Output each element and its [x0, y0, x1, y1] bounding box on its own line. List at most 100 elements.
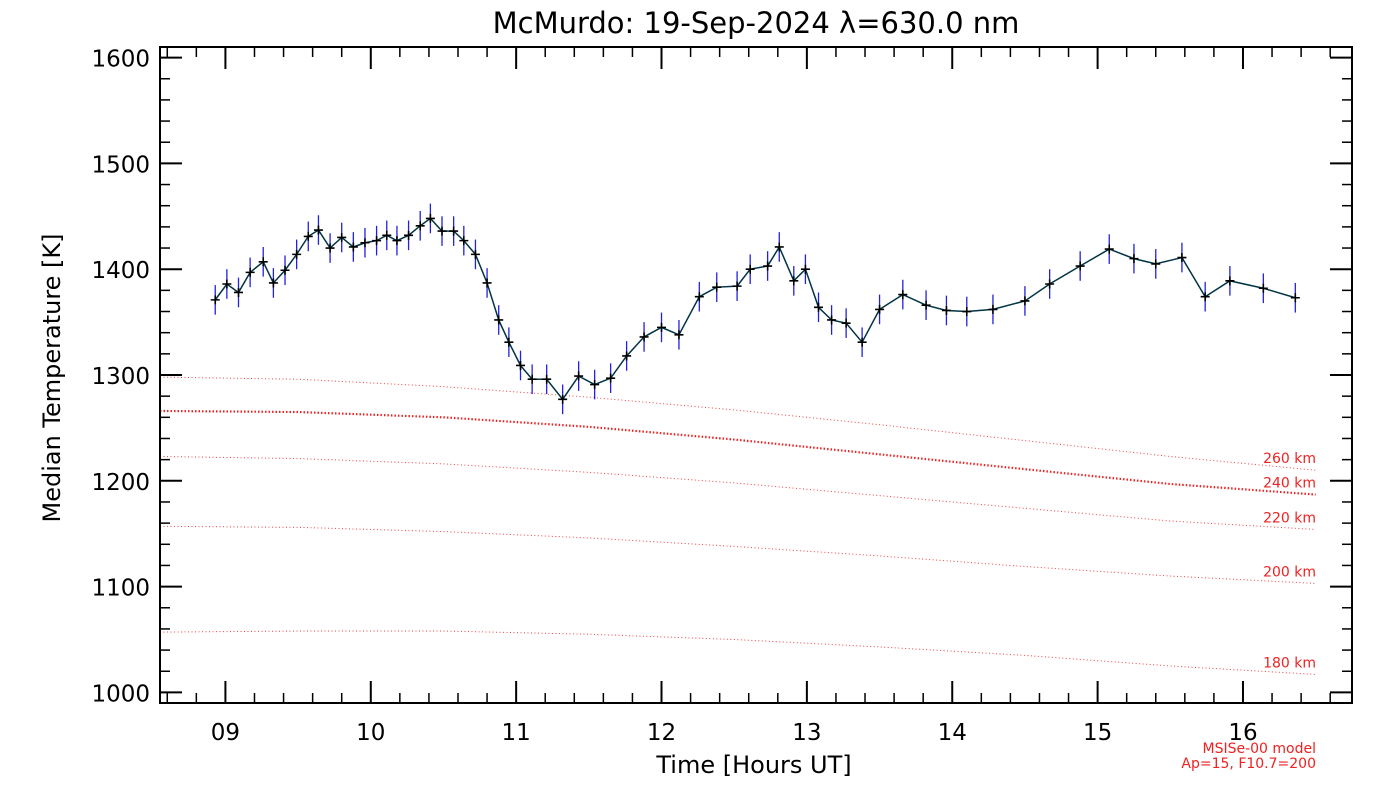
y-tick-label: 1000	[91, 681, 150, 707]
model-footnote-name: MSISe-00 model	[1202, 741, 1316, 757]
x-axis-label: Time [Hours UT]	[655, 751, 851, 779]
data-point-marker	[732, 281, 742, 291]
data-point-marker	[814, 302, 824, 312]
model-curve-180km	[159, 630, 1316, 675]
data-point-marker	[590, 380, 600, 390]
data-point-marker	[1225, 276, 1235, 286]
data-point-marker	[1020, 296, 1030, 306]
data-point-marker	[1177, 253, 1187, 263]
data-point-marker	[482, 278, 492, 288]
data-point-marker	[337, 232, 347, 242]
x-tick-label: 09	[211, 720, 240, 746]
data-point-marker	[898, 290, 908, 300]
model-footnote-params: Ap=15, F10.7=200	[1181, 756, 1316, 772]
data-point-marker	[558, 394, 568, 404]
data-point-marker	[574, 371, 584, 381]
data-point-marker	[1075, 261, 1085, 271]
data-point-marker	[268, 278, 278, 288]
data-point-marker	[504, 337, 514, 347]
y-tick-label: 1400	[91, 258, 150, 284]
model-label-180km: 180 km	[1263, 655, 1316, 671]
data-point-marker	[292, 249, 302, 259]
data-point-marker	[622, 351, 632, 361]
data-point-marker	[1290, 293, 1300, 303]
data-point-marker	[962, 307, 972, 317]
data-point-marker	[222, 279, 232, 289]
data-point-marker	[494, 315, 504, 325]
model-label-260km: 260 km	[1263, 451, 1316, 467]
data-point-marker	[404, 230, 414, 240]
x-tick-label: 15	[1083, 720, 1112, 746]
data-point-marker	[674, 330, 684, 340]
data-point-marker	[325, 243, 335, 253]
data-point-marker	[1129, 254, 1139, 264]
data-point-marker	[712, 282, 722, 292]
data-point-marker	[372, 236, 382, 246]
data-point-marker	[258, 257, 268, 267]
data-point-marker	[694, 292, 704, 302]
data-point-marker	[639, 332, 649, 342]
model-curve-220km	[159, 455, 1316, 530]
data-point-marker	[382, 230, 392, 240]
data-point-marker	[392, 236, 402, 246]
model-label-200km: 200 km	[1263, 564, 1316, 580]
data-point-marker	[470, 249, 480, 259]
data-point-marker	[245, 267, 255, 277]
y-tick-label: 1300	[91, 364, 150, 390]
data-point-marker	[1200, 292, 1210, 302]
x-tick-label: 11	[502, 720, 531, 746]
y-tick-label: 1200	[91, 470, 150, 496]
model-label-240km: 240 km	[1263, 476, 1316, 492]
data-point-marker	[348, 242, 358, 252]
data-point-marker	[1258, 283, 1268, 293]
plot-frame	[159, 46, 1353, 704]
data-point-marker	[988, 304, 998, 314]
x-tick-label: 16	[1228, 720, 1257, 746]
data-point-marker	[745, 264, 755, 274]
data-point-marker	[841, 318, 851, 328]
temperature-line	[214, 217, 1296, 401]
model-curve-260km	[159, 376, 1316, 471]
model-label-220km: 220 km	[1263, 510, 1316, 526]
data-point-marker	[827, 315, 837, 325]
data-point-marker	[774, 242, 784, 252]
data-point-marker	[789, 276, 799, 286]
data-point-marker	[437, 226, 447, 236]
data-point-marker	[763, 261, 773, 271]
y-tick-label: 1500	[91, 152, 150, 178]
data-point-marker	[303, 231, 313, 241]
x-tick-label: 13	[792, 720, 821, 746]
data-point-marker	[857, 337, 867, 347]
data-point-marker	[415, 221, 425, 231]
data-point-marker	[233, 287, 243, 297]
data-point-marker	[800, 264, 810, 274]
data-point-marker	[449, 226, 459, 236]
data-point-marker	[360, 238, 370, 248]
data-point-marker	[1045, 279, 1055, 289]
data-point-marker	[425, 213, 435, 223]
data-point-marker	[542, 374, 552, 384]
data-point-marker	[280, 265, 290, 275]
y-tick-label: 1600	[91, 47, 150, 73]
data-point-marker	[210, 295, 220, 305]
x-tick-label: 14	[938, 720, 967, 746]
data-point-marker	[313, 225, 323, 235]
data-point-marker	[606, 373, 616, 383]
data-point-marker	[941, 305, 951, 315]
data-point-marker	[527, 374, 537, 384]
data-point-marker	[459, 236, 469, 246]
data-point-marker	[921, 300, 931, 310]
x-tick-label: 12	[647, 720, 676, 746]
y-tick-label: 1100	[91, 576, 150, 602]
data-point-marker	[875, 304, 885, 314]
y-axis-label: Median Temperature [K]	[38, 233, 66, 522]
data-point-marker	[1104, 244, 1114, 254]
model-curve-240km	[159, 409, 1316, 496]
data-point-marker	[516, 360, 526, 370]
data-point-marker	[1151, 259, 1161, 269]
data-point-marker	[657, 322, 667, 332]
chart-title: McMurdo: 19-Sep-2024 λ=630.0 nm	[493, 6, 1020, 40]
model-curve-200km	[159, 525, 1316, 584]
